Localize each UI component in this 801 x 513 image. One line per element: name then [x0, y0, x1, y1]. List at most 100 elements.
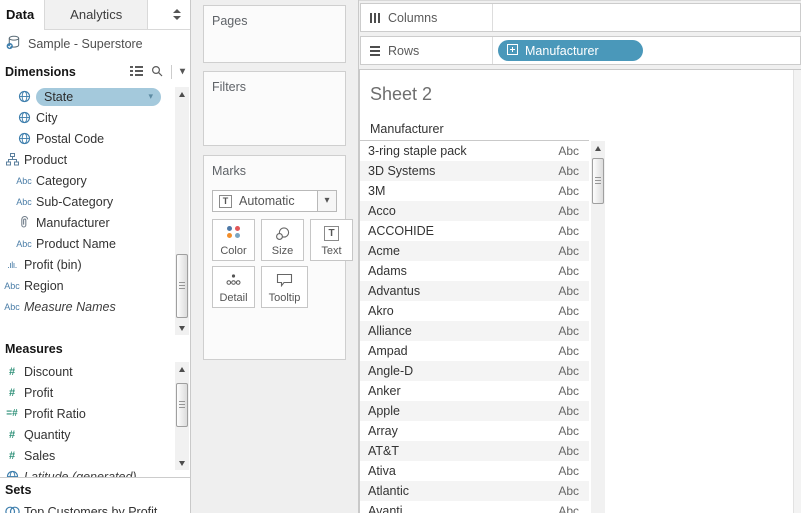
table-row[interactable]: Acme Abc — [360, 241, 589, 261]
field-item-state[interactable]: State ▾ — [0, 86, 175, 107]
table-row[interactable]: Adams Abc — [360, 261, 589, 281]
row-header-label: 3-ring staple pack — [368, 144, 467, 158]
measures-header: Measures — [0, 337, 190, 361]
dimensions-menu-caret-icon[interactable]: ▾ — [179, 66, 185, 77]
dimensions-list: State ▾ City Postal Code Product Abc Category A… — [0, 86, 175, 336]
field-item-product-name[interactable]: Abc Product Name — [0, 233, 175, 254]
abc-placeholder-cell: Abc — [558, 184, 579, 198]
rows-shelf[interactable]: Rows Manufacturer — [360, 36, 801, 65]
field-label: Discount — [24, 364, 73, 379]
abc-placeholder-cell: Abc — [558, 224, 579, 238]
color-button[interactable]: Color — [212, 219, 255, 261]
tab-data[interactable]: Data — [0, 0, 45, 30]
table-row[interactable]: Akro Abc — [360, 301, 589, 321]
field-label: Manufacturer — [36, 215, 110, 230]
pill-label: Manufacturer — [525, 43, 599, 58]
field-label: City — [36, 110, 58, 125]
table-row[interactable]: Ampad Abc — [360, 341, 589, 361]
scroll-down-icon[interactable] — [175, 456, 189, 470]
table-row[interactable]: Advantus Abc — [360, 281, 589, 301]
table-row[interactable]: Ativa Abc — [360, 461, 589, 481]
tab-analytics[interactable]: Analytics — [44, 0, 149, 29]
abc-placeholder-cell: Abc — [558, 264, 579, 278]
table-row[interactable]: 3-ring staple pack Abc — [360, 141, 589, 161]
columns-shelf[interactable]: Columns — [360, 3, 801, 32]
abc-placeholder-cell: Abc — [558, 444, 579, 458]
right-scroll-track[interactable] — [793, 70, 801, 513]
rows-pill-manufacturer[interactable]: Manufacturer — [498, 40, 643, 61]
table-row[interactable]: 3D Systems Abc — [360, 161, 589, 181]
scroll-up-icon[interactable] — [175, 362, 189, 376]
text-icon: T — [324, 226, 339, 241]
abc-placeholder-cell: Abc — [558, 324, 579, 338]
detail-button[interactable]: Detail — [212, 266, 255, 308]
row-header-label: Acme — [368, 244, 400, 258]
field-item-quantity[interactable]: # Quantity — [0, 424, 175, 445]
scrollbar-thumb[interactable] — [176, 383, 188, 427]
selected-field-pill[interactable]: State ▾ — [36, 87, 161, 106]
tooltip-button[interactable]: Tooltip — [261, 266, 308, 308]
scrollbar-thumb[interactable] — [176, 254, 188, 318]
filters-card[interactable]: Filters — [203, 71, 346, 146]
field-item-latitude-generated[interactable]: Latitude (generated) — [0, 466, 175, 477]
table-row[interactable]: Alliance Abc — [360, 321, 589, 341]
dimensions-title: Dimensions — [5, 65, 76, 79]
field-label: Sub-Category — [36, 194, 114, 209]
pages-card[interactable]: Pages — [203, 5, 346, 63]
text-button[interactable]: T Text — [310, 219, 353, 261]
color-icon — [226, 226, 241, 238]
field-item-profit[interactable]: # Profit — [0, 382, 175, 403]
scroll-up-icon[interactable] — [175, 87, 189, 101]
field-item-measure-names[interactable]: Abc Measure Names — [0, 296, 175, 317]
table-row[interactable]: Apple Abc — [360, 401, 589, 421]
globe-icon — [0, 470, 24, 477]
scrollbar-thumb[interactable] — [592, 158, 604, 204]
measures-scrollbar[interactable] — [175, 362, 189, 470]
field-item-category[interactable]: Abc Category — [0, 170, 175, 191]
search-icon[interactable] — [151, 65, 163, 80]
field-item-product[interactable]: Product — [0, 149, 175, 170]
table-row[interactable]: 3M Abc — [360, 181, 589, 201]
pane-splitter-icon[interactable] — [173, 0, 181, 29]
field-item-discount[interactable]: # Discount — [0, 361, 175, 382]
mark-type-caret-icon[interactable]: ▾ — [318, 190, 337, 212]
mark-type-dropdown[interactable]: T Automatic ▾ — [212, 190, 337, 212]
pill-caret-icon[interactable]: ▾ — [148, 91, 153, 101]
size-button[interactable]: Size — [261, 219, 304, 261]
field-label: Category — [36, 173, 87, 188]
mark-type-value: Automatic — [239, 194, 295, 208]
field-item-sales[interactable]: # Sales — [0, 445, 175, 466]
table-row[interactable]: Angle-D Abc — [360, 361, 589, 381]
table-row[interactable]: Acco Abc — [360, 201, 589, 221]
expand-plus-icon[interactable] — [507, 43, 518, 58]
scroll-up-icon[interactable] — [591, 141, 605, 155]
globe-icon — [12, 90, 36, 103]
field-item-city[interactable]: City — [0, 107, 175, 128]
table-row[interactable]: AT&T Abc — [360, 441, 589, 461]
row-header-label: 3D Systems — [368, 164, 436, 178]
globe-icon — [12, 132, 36, 145]
view-data-grid-icon[interactable] — [129, 65, 143, 79]
sheet-scrollbar[interactable] — [591, 141, 605, 513]
field-label: Top Customers by Profit — [24, 504, 158, 513]
tooltip-label: Tooltip — [268, 292, 301, 304]
sheet-title: Sheet 2 — [370, 84, 433, 104]
field-item-postal-code[interactable]: Postal Code — [0, 128, 175, 149]
field-item-manufacturer[interactable]: Manufacturer — [0, 212, 175, 233]
row-header-label: Akro — [368, 304, 394, 318]
datasource-row[interactable]: Sample - Superstore — [0, 29, 190, 58]
table-row[interactable]: Array Abc — [360, 421, 589, 441]
table-row[interactable]: Avanti Abc — [360, 501, 589, 513]
dimensions-scrollbar[interactable] — [175, 87, 189, 335]
field-item-profit-bin[interactable]: .ılı. Profit (bin) — [0, 254, 175, 275]
field-item-region[interactable]: Abc Region — [0, 275, 175, 296]
calcnum-icon: =# — [6, 408, 18, 419]
table-row[interactable]: ACCOHIDE Abc — [360, 221, 589, 241]
field-item-sub-category[interactable]: Abc Sub-Category — [0, 191, 175, 212]
scroll-down-icon[interactable] — [175, 321, 189, 335]
field-item-top-customers-by-profit[interactable]: Top Customers by Profit — [0, 501, 175, 513]
table-row[interactable]: Anker Abc — [360, 381, 589, 401]
table-row[interactable]: Atlantic Abc — [360, 481, 589, 501]
column-field-header[interactable]: Manufacturer — [370, 122, 444, 136]
field-item-profit-ratio[interactable]: =# Profit Ratio — [0, 403, 175, 424]
